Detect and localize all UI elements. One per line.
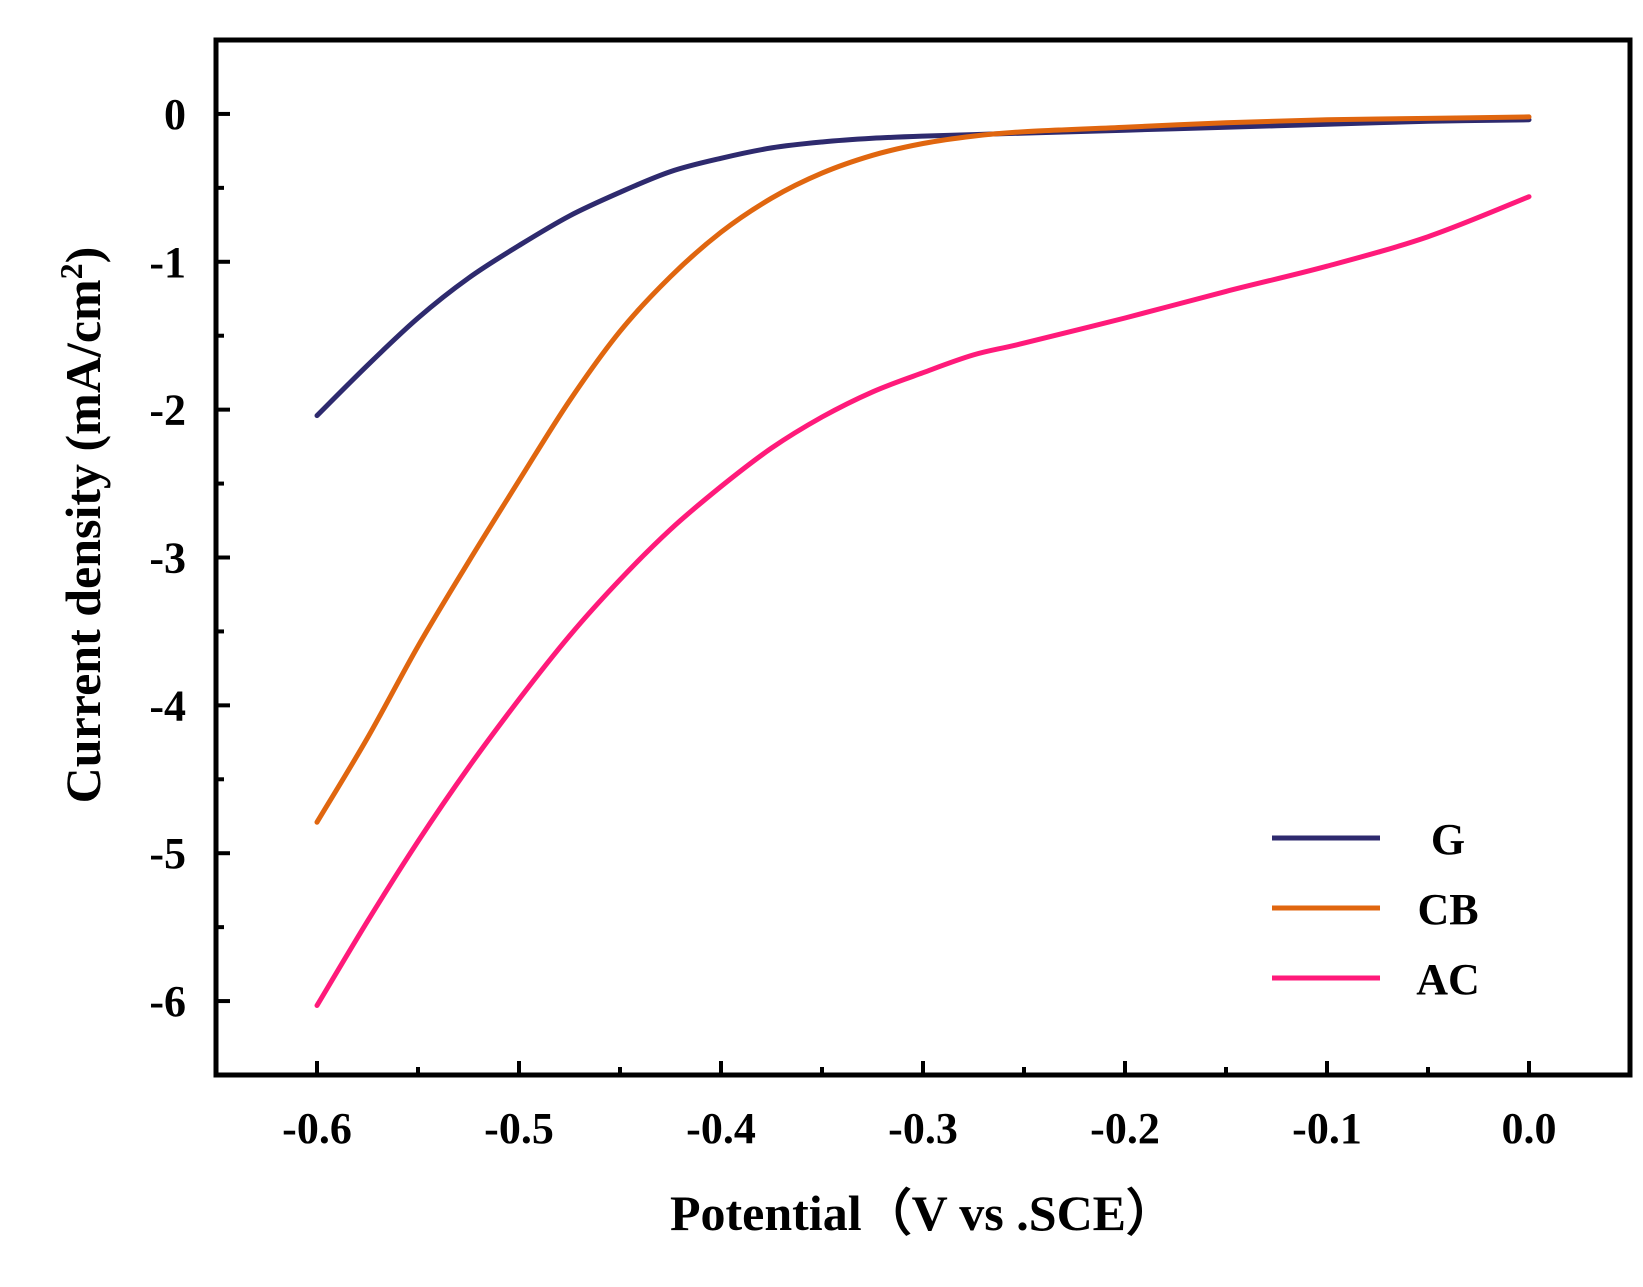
y-axis-title-close: ) xyxy=(55,247,111,264)
y-tick-label: -2 xyxy=(149,386,186,435)
x-tick-label: -0.6 xyxy=(282,1104,352,1153)
series-line-g xyxy=(314,117,1532,419)
x-tick-label: -0.1 xyxy=(1292,1104,1362,1153)
y-axis-title-superscript: 2 xyxy=(53,263,89,279)
series-line-ac xyxy=(314,194,1532,1008)
x-tick-label: -0.2 xyxy=(1090,1104,1160,1153)
x-axis-title: Potential（V vs .SCE） xyxy=(670,1185,1176,1241)
y-tick-label: -6 xyxy=(149,977,186,1026)
x-tick-label: -0.3 xyxy=(888,1104,958,1153)
legend: G CB AC xyxy=(1272,815,1480,1004)
y-tick-label: -5 xyxy=(149,829,186,878)
x-tick-label: 0.0 xyxy=(1502,1104,1557,1153)
series-lines xyxy=(314,114,1532,1008)
y-axis-ticks: 0 -1 -2 -3 -4 -5 -6 xyxy=(149,90,230,1026)
y-axis-title: Current density (mA/cm2) xyxy=(53,247,111,804)
legend-label-ac: AC xyxy=(1416,955,1480,1004)
y-axis-title-main: Current density (mA/cm xyxy=(55,279,111,803)
y-tick-label: -3 xyxy=(149,534,186,583)
x-tick-label: -0.5 xyxy=(484,1104,554,1153)
legend-label-g: G xyxy=(1431,815,1465,864)
x-tick-label: -0.4 xyxy=(686,1104,756,1153)
y-tick-label: -4 xyxy=(149,681,186,730)
y-tick-label: -1 xyxy=(149,238,186,287)
legend-label-cb: CB xyxy=(1417,885,1478,934)
y-tick-label: 0 xyxy=(164,90,186,139)
x-axis-ticks: -0.6 -0.5 -0.4 -0.3 -0.2 -0.1 0.0 xyxy=(282,1061,1557,1153)
series-line-cb xyxy=(314,114,1532,825)
